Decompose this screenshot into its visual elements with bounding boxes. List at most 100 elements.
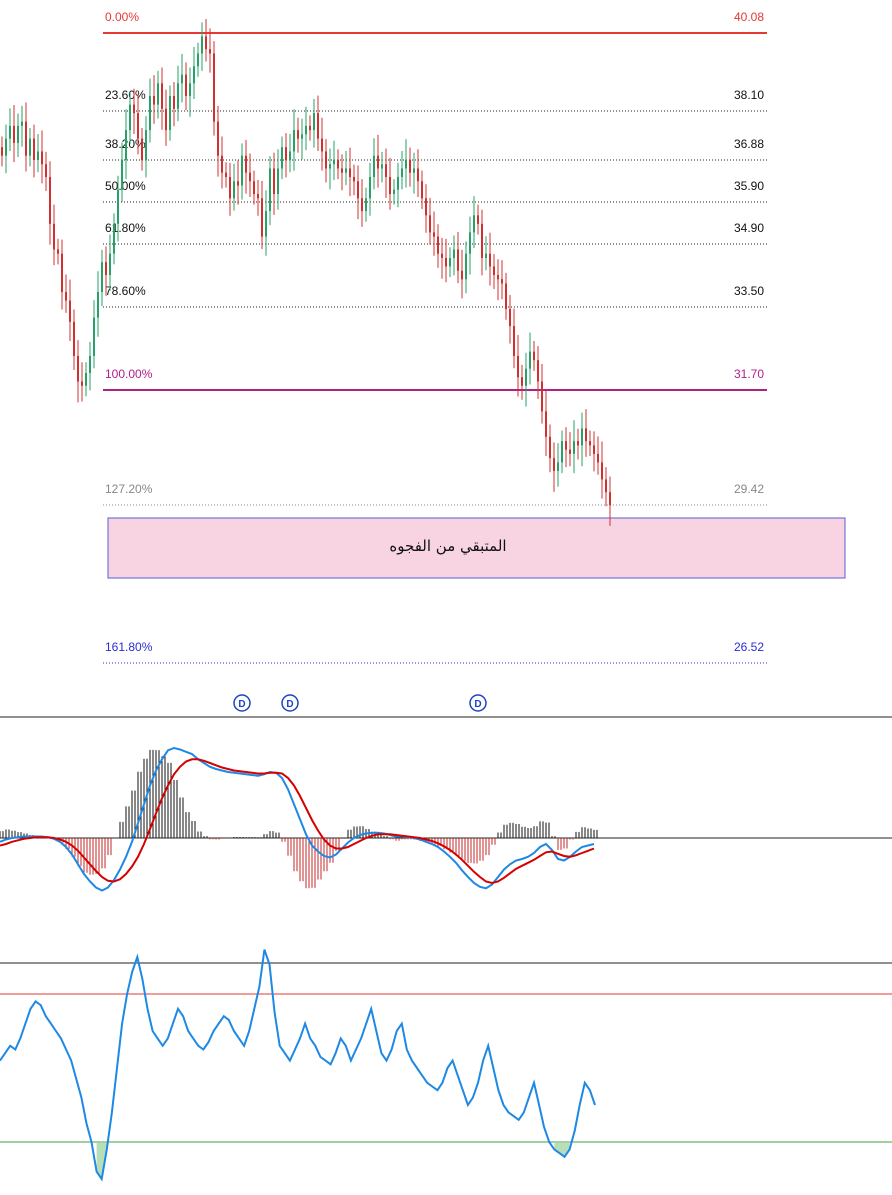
fib-percent-label: 100.00% (105, 367, 153, 381)
dividend-marker-label: D (286, 699, 293, 710)
candle-body (213, 53, 215, 122)
candle-body (9, 125, 11, 139)
candle-body (29, 138, 31, 156)
candle-body (513, 326, 515, 356)
candle-body (173, 96, 175, 109)
fib-price-label: 38.10 (734, 88, 764, 102)
candle-body (117, 189, 119, 224)
candle-body (221, 155, 223, 173)
candle-body (377, 155, 379, 169)
dividend-marker (469, 694, 487, 712)
fib-percent-label: 61.80% (105, 221, 146, 235)
dividend-marker-label: D (474, 699, 481, 710)
candle-body (109, 253, 111, 275)
candle-body (65, 292, 67, 301)
candle-body (185, 74, 187, 97)
candle-body (105, 262, 107, 275)
candle-body (269, 168, 271, 212)
candle-body (133, 104, 135, 114)
candle-body (145, 130, 147, 160)
candle-body (37, 151, 39, 160)
candle-body (465, 253, 467, 280)
candle-body (489, 253, 491, 267)
candle-body (421, 181, 423, 199)
dividend-marker-label: D (238, 699, 245, 710)
candle-body (17, 125, 19, 143)
candle-body (25, 121, 27, 156)
gap-zone (107, 517, 846, 579)
candle-body (273, 168, 275, 195)
fib-price-label: 29.42 (734, 482, 764, 496)
fib-percent-label: 23.60% (105, 88, 146, 102)
candle-body (525, 368, 527, 386)
fib-price-label: 34.90 (734, 221, 764, 235)
candle-body (97, 292, 99, 318)
candle-body (309, 125, 311, 131)
candle-body (225, 172, 227, 177)
candle-body (45, 164, 47, 177)
candle-body (577, 441, 579, 446)
candle-body (261, 198, 263, 237)
candle-body (193, 66, 195, 84)
candle-body (153, 96, 155, 105)
candle-body (537, 360, 539, 382)
fib-percent-label: 78.60% (105, 284, 146, 298)
candle-body (569, 449, 571, 454)
candle-body (557, 462, 559, 471)
macd-panel (0, 716, 892, 964)
candle-body (393, 189, 395, 195)
macd-line (0, 746, 595, 892)
candle-body (317, 113, 319, 139)
candle-body (293, 130, 295, 152)
candle-body (389, 176, 391, 195)
candle-body (521, 377, 523, 386)
candle-body (597, 453, 599, 463)
candle-body (385, 164, 387, 177)
candle-body (433, 232, 435, 237)
candle-body (257, 194, 259, 199)
dividend-marker (281, 694, 299, 712)
candle-body (101, 262, 103, 293)
candle-body (549, 436, 551, 459)
candle-body (561, 441, 563, 463)
candle-body (353, 176, 355, 182)
candle-body (425, 198, 427, 216)
candle-body (61, 253, 63, 293)
candle-body (349, 168, 351, 177)
candle-body (129, 104, 131, 131)
candle-body (249, 172, 251, 182)
candle-body (161, 83, 163, 109)
candle-body (181, 74, 183, 84)
candle-body (77, 355, 79, 382)
candle-body (449, 257, 451, 267)
rsi-panel (0, 949, 892, 1182)
candle-body (5, 138, 7, 156)
candle-body (89, 355, 91, 373)
candle-body (201, 36, 203, 54)
candle-body (189, 83, 191, 97)
candle-body (137, 113, 139, 139)
fib-price-label: 26.52 (734, 640, 764, 654)
candle-body (241, 155, 243, 186)
candle-body (345, 168, 347, 173)
gap-zone-label: المتبقي من الفجوه (389, 537, 506, 556)
candle-body (593, 445, 595, 454)
candle-body (365, 198, 367, 212)
candle-body (41, 151, 43, 165)
fib-price-label: 36.88 (734, 137, 764, 151)
candle-body (149, 96, 151, 131)
candle-body (265, 211, 267, 237)
candle-body (93, 317, 95, 356)
candle-body (533, 351, 535, 361)
fib-percent-label: 0.00% (105, 10, 139, 24)
candle-body (233, 181, 235, 199)
candle-body (165, 108, 167, 131)
candle-body (341, 168, 343, 173)
candle-body (429, 215, 431, 233)
candle-body (605, 479, 607, 493)
candle-body (333, 159, 335, 165)
rsi-line (0, 949, 596, 1182)
fib-price-label: 40.08 (734, 10, 764, 24)
candle-body (321, 138, 323, 152)
candle-body (501, 279, 503, 284)
